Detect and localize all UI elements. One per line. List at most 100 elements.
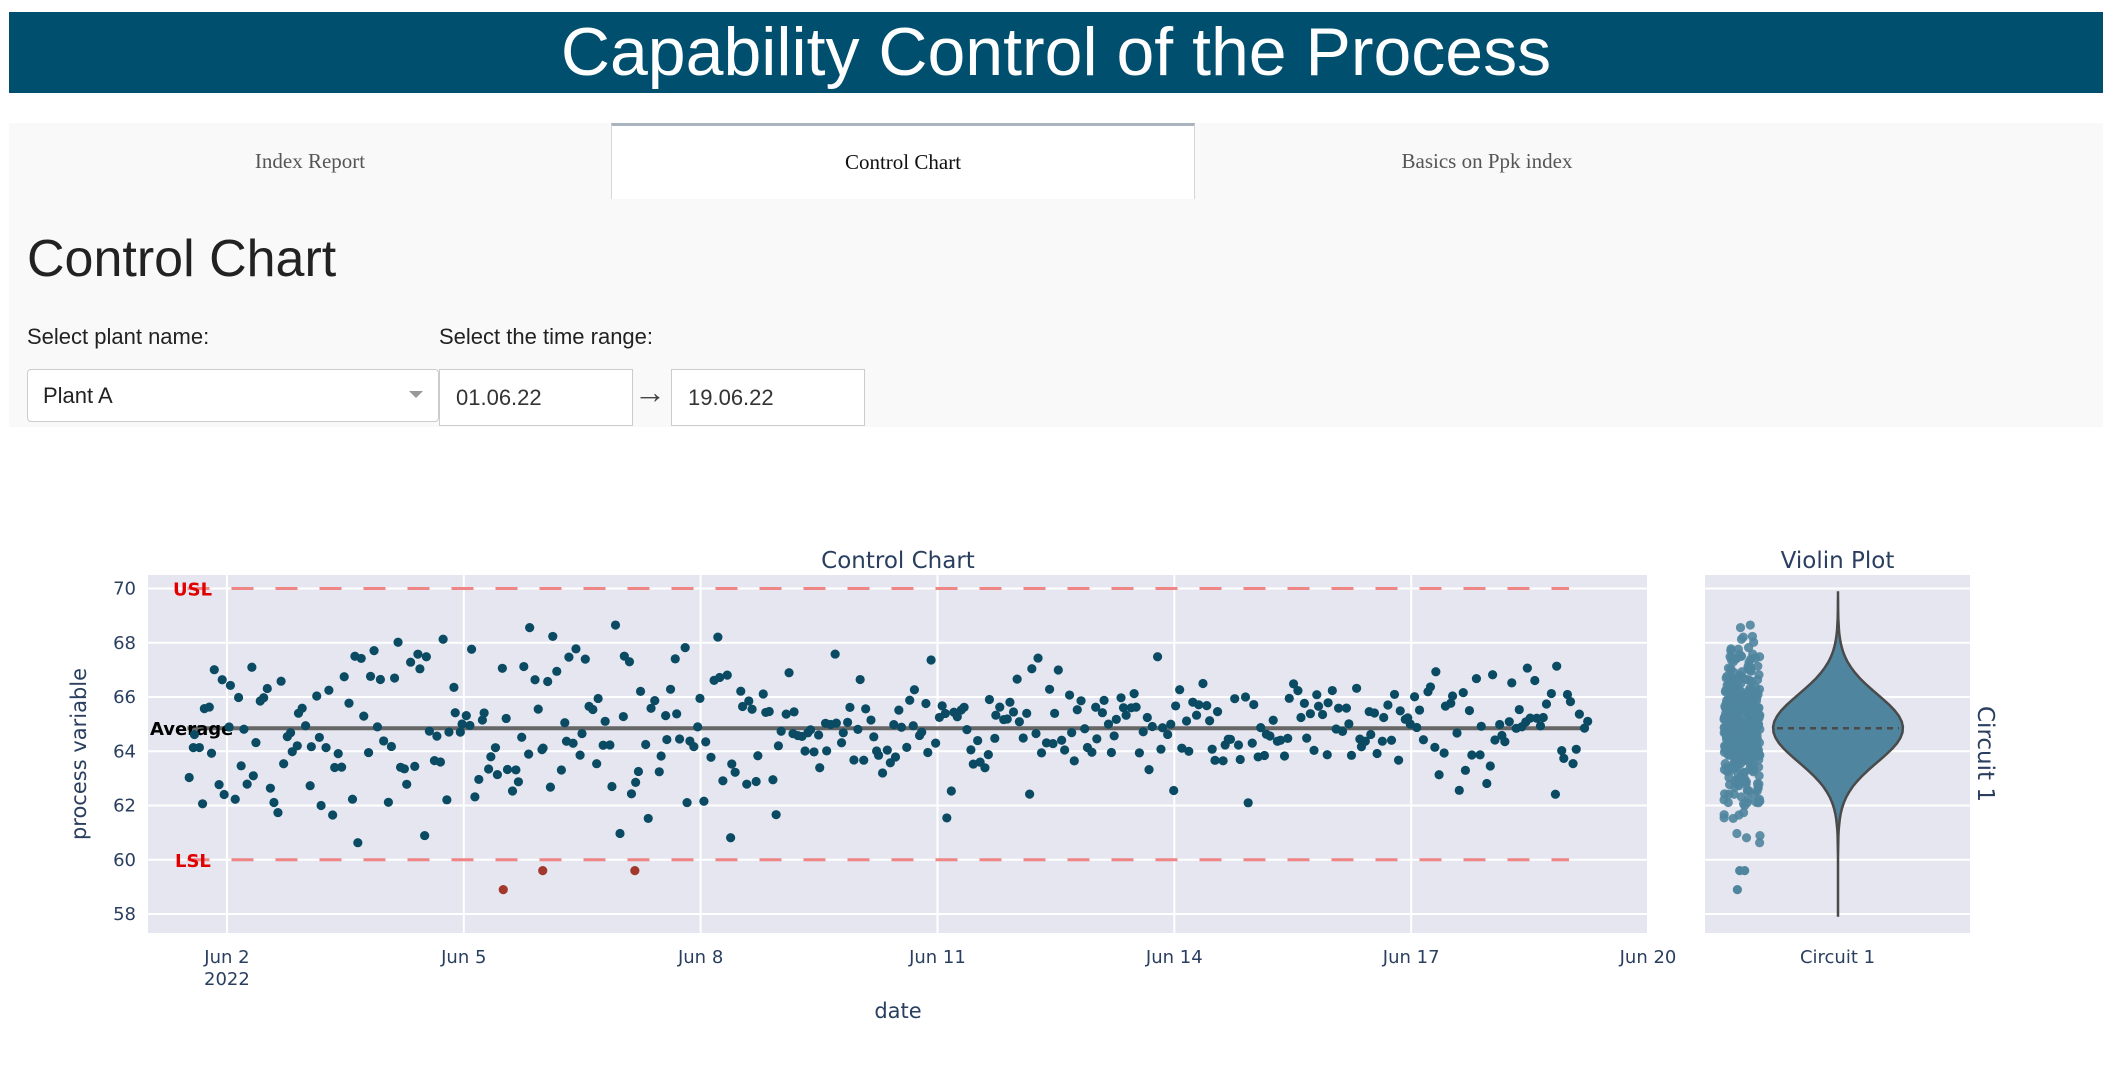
x-tick-label: Jun 17 [1382, 947, 1440, 968]
data-point [1389, 689, 1400, 700]
data-point [1198, 678, 1208, 689]
data-point [973, 735, 983, 746]
data-point [1050, 708, 1060, 718]
data-point [1458, 687, 1468, 698]
data-point [940, 708, 950, 719]
data-point [575, 750, 585, 760]
data-point [607, 781, 617, 792]
violin-strip-point [1733, 644, 1743, 654]
tab-basics-on-ppk-index[interactable]: Basics on Ppk index [1195, 123, 1779, 199]
violin-strip-point [1749, 735, 1759, 745]
data-point [333, 749, 343, 759]
data-point [643, 813, 653, 824]
data-point [1243, 798, 1253, 808]
tab-index-report[interactable]: Index Report [9, 123, 611, 199]
data-point [693, 722, 703, 732]
data-point [438, 634, 448, 644]
data-point [455, 727, 465, 737]
start-date-input[interactable]: 01.06.22 [439, 369, 633, 426]
data-point [444, 727, 454, 737]
data-point [991, 710, 1001, 720]
data-point [1574, 709, 1584, 719]
data-point [525, 622, 535, 633]
data-point [248, 771, 258, 781]
plant-select[interactable]: Plant A [27, 369, 439, 422]
data-point [1425, 682, 1436, 692]
data-point [1225, 734, 1236, 744]
data-point [593, 693, 603, 704]
violin-strip-point [1720, 759, 1730, 769]
data-point [813, 730, 824, 740]
violin-strip-point [1724, 701, 1735, 711]
data-point [926, 655, 936, 665]
data-point [1053, 665, 1063, 675]
data-point [1341, 703, 1352, 713]
x-tick-label: Jun 5 [440, 947, 486, 968]
data-point [306, 742, 316, 752]
data-point [718, 776, 728, 786]
violin-strip-point [1753, 689, 1763, 700]
data-point [1005, 697, 1015, 707]
data-point [800, 746, 810, 756]
data-point [1313, 701, 1324, 711]
control-chart-title: Control Chart [821, 548, 975, 574]
data-point [758, 689, 768, 699]
data-point [682, 797, 692, 808]
data-point [781, 709, 791, 719]
data-point [324, 685, 334, 695]
chevron-down-icon[interactable] [409, 391, 423, 398]
violin-strip-point [1753, 798, 1763, 808]
data-point [1460, 765, 1471, 775]
data-point [517, 732, 527, 742]
data-point [984, 694, 995, 705]
data-point [402, 779, 412, 789]
data-point [672, 709, 682, 719]
data-point [393, 637, 403, 647]
violin-strip-point [1736, 792, 1746, 802]
violin-strip-point [1732, 885, 1742, 895]
data-point [242, 779, 252, 789]
tab-control-chart[interactable]: Control Chart [611, 123, 1195, 199]
data-point [1369, 708, 1380, 718]
data-point [328, 810, 338, 820]
data-point [420, 830, 430, 841]
data-point [1087, 747, 1097, 757]
violin-strip-point [1730, 761, 1740, 771]
end-date-input[interactable]: 19.06.22 [671, 369, 865, 426]
data-point [1552, 661, 1562, 671]
data-point [742, 779, 752, 789]
data-point [1500, 737, 1510, 747]
data-point [1014, 717, 1024, 727]
data-point [262, 683, 272, 694]
data-point [1431, 667, 1441, 677]
data-point [1175, 685, 1185, 695]
data-point [1550, 789, 1561, 799]
data-point [1383, 700, 1393, 710]
data-point [1033, 653, 1043, 663]
out-of-spec-point [498, 885, 508, 895]
violin-strip-point [1728, 813, 1738, 824]
data-point [344, 698, 354, 708]
data-point [962, 725, 972, 735]
out-of-spec-point [630, 866, 640, 876]
data-point [1191, 710, 1202, 720]
data-point [1210, 755, 1220, 765]
data-point [490, 743, 501, 753]
data-point [285, 728, 296, 738]
data-point [665, 684, 676, 694]
violin-strip-point [1729, 789, 1739, 799]
data-point [831, 718, 841, 728]
data-point [577, 728, 587, 739]
violin-strip-point [1728, 737, 1738, 747]
data-point [1464, 705, 1475, 716]
x-tick-label: Jun 2 [203, 947, 249, 968]
data-point [1414, 705, 1425, 715]
y-tick-label: 64 [113, 741, 136, 762]
data-point [347, 794, 358, 804]
data-point [1069, 756, 1079, 766]
data-point [635, 686, 646, 696]
data-point [1482, 778, 1492, 789]
y-tick-label: 60 [113, 850, 136, 871]
data-point [1008, 707, 1019, 717]
violin-strip-point [1754, 713, 1764, 723]
